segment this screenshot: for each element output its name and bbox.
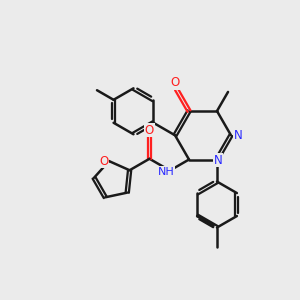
Text: NH: NH — [158, 167, 175, 177]
Text: N: N — [214, 154, 222, 167]
Text: N: N — [234, 129, 243, 142]
Text: O: O — [145, 124, 154, 137]
Text: O: O — [170, 76, 180, 89]
Text: O: O — [99, 154, 108, 168]
